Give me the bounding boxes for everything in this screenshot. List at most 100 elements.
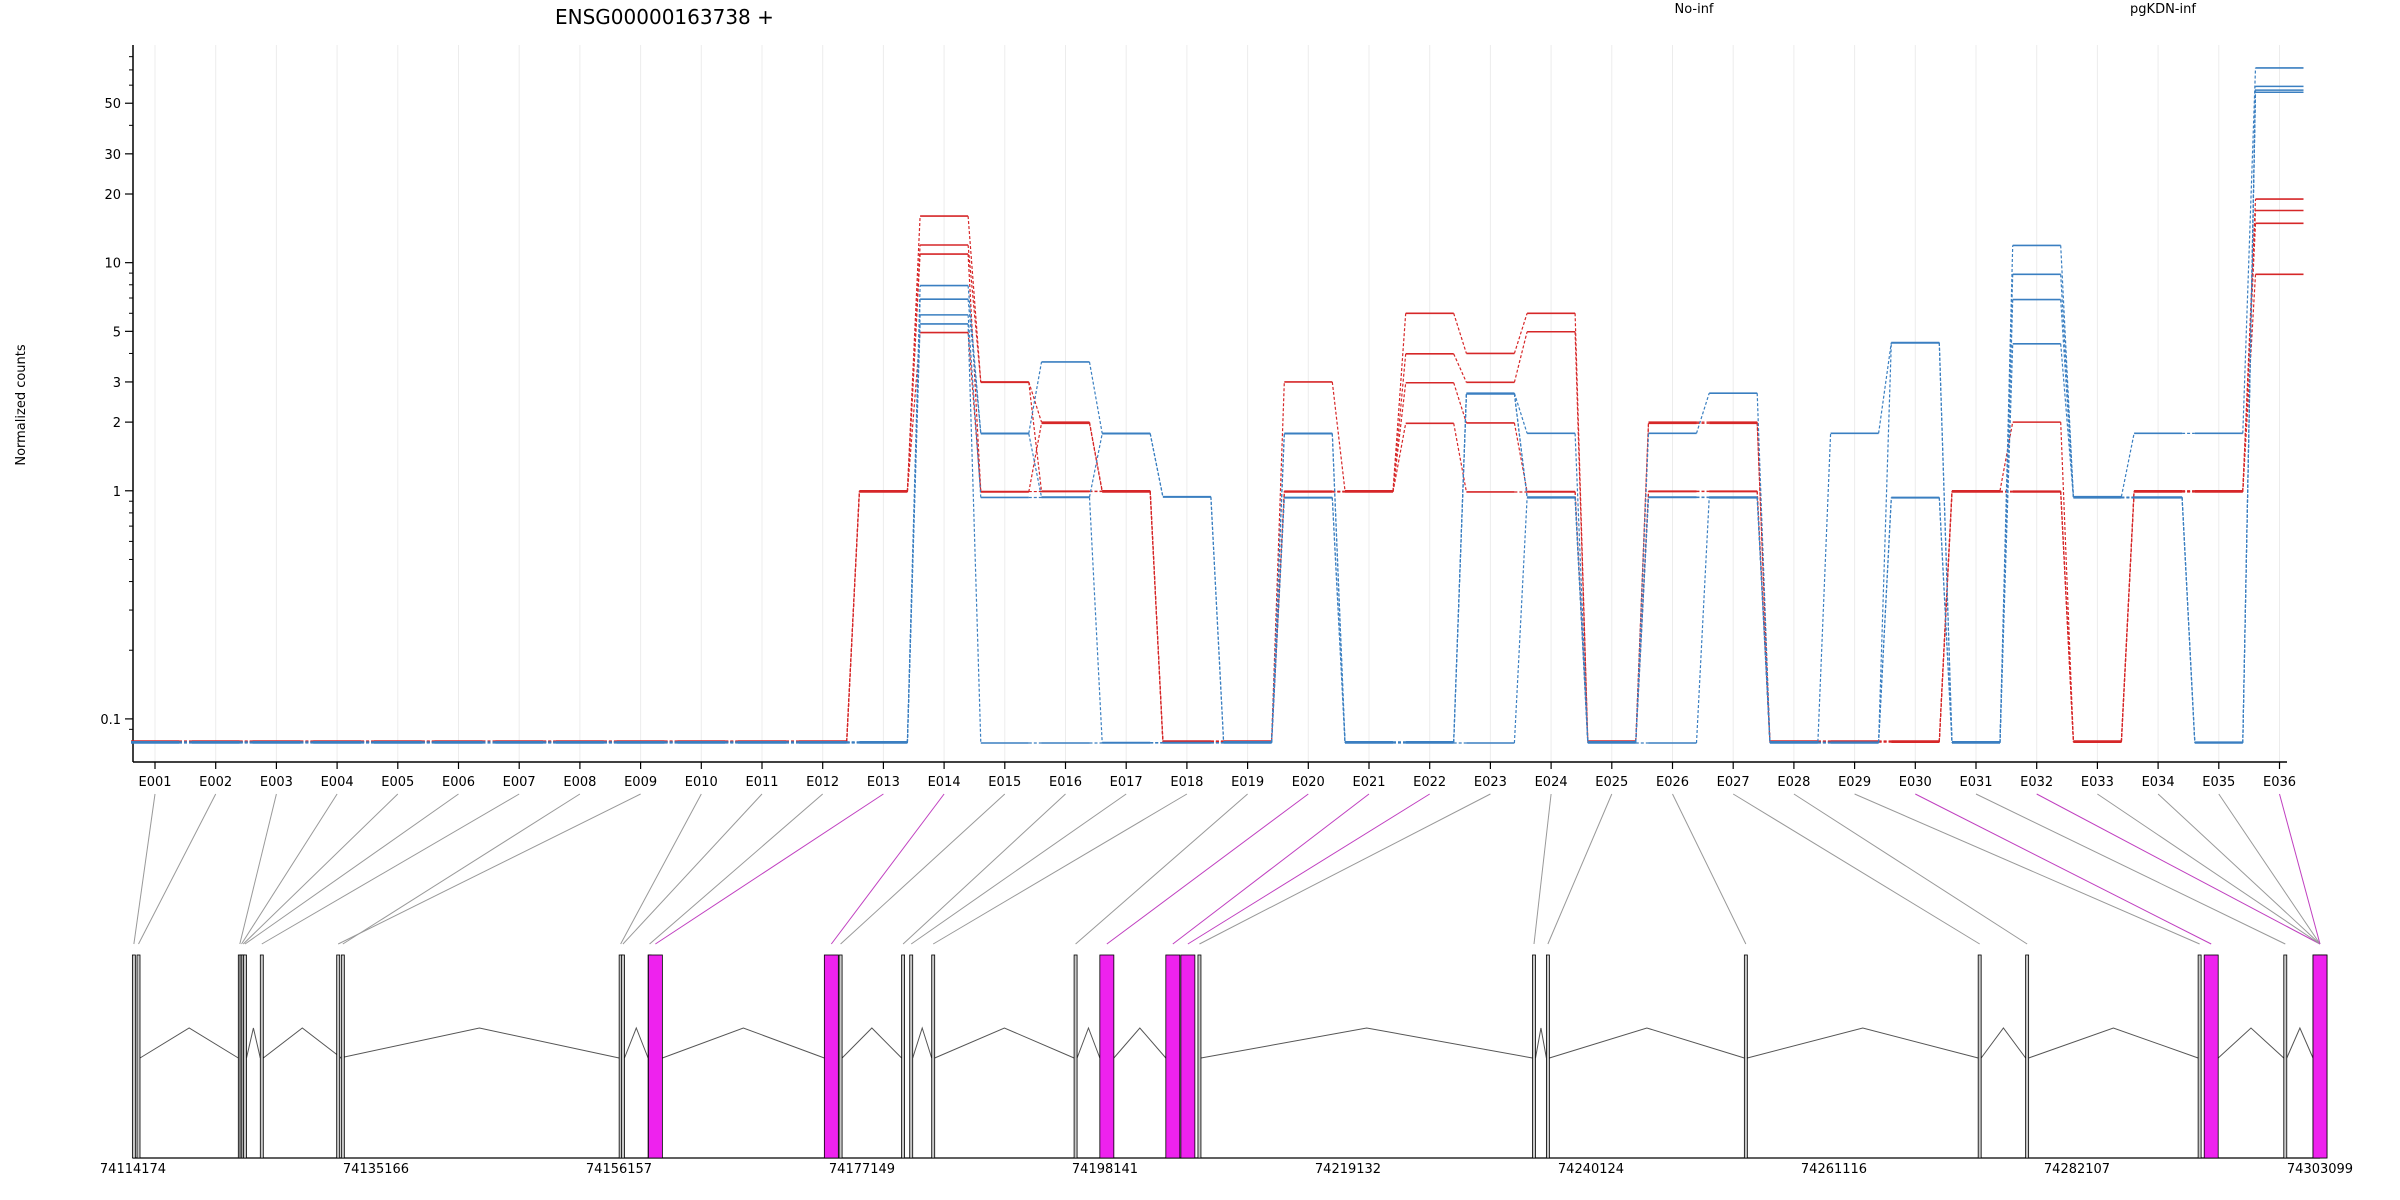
exon-label: E028: [1777, 775, 1810, 790]
data-connector: [1574, 433, 1589, 742]
coordinate-label: 74219132: [1315, 1162, 1381, 1177]
data-connector: [1331, 433, 1346, 743]
intron-line: [1113, 1027, 1167, 1059]
exon-label: E027: [1717, 775, 1750, 790]
data-connector: [2060, 422, 2074, 742]
exon-connector: [1075, 793, 1248, 945]
exon-label: E005: [381, 775, 414, 790]
exon-label: E009: [624, 775, 657, 790]
data-connector: [1453, 382, 1467, 424]
exon-label: E002: [199, 775, 232, 790]
exon-label: E019: [1231, 775, 1264, 790]
y-tick-label: 1: [113, 485, 121, 500]
exon-box: [1180, 954, 1196, 1159]
y-tick-label: 0.1: [100, 713, 121, 728]
exon-label: E021: [1352, 775, 1385, 790]
data-connector: [967, 253, 982, 492]
data-connector: [1878, 497, 1892, 744]
exon-connector: [1793, 793, 2028, 945]
exon-connector: [830, 793, 945, 945]
intron-line: [912, 1026, 933, 1059]
exon-connector: [649, 793, 824, 945]
exon-connector: [910, 793, 1127, 945]
intron-line: [1200, 1027, 1533, 1059]
data-connector: [1878, 342, 1892, 434]
exon-connectors: [133, 793, 2321, 945]
y-tick-label: 5: [113, 325, 121, 340]
data-connector: [1756, 422, 1771, 742]
data-connector: [1513, 393, 1528, 498]
data-connector: [1210, 497, 1225, 743]
exon-connector: [138, 793, 217, 945]
series-pgkdn-inf: [131, 67, 2304, 744]
gene-model: 74114174 74135166 74156157 74177149 74198141…: [100, 954, 2353, 1177]
data-connector: [906, 332, 921, 493]
data-connector: [1028, 423, 1043, 493]
exon-label: E014: [928, 775, 961, 790]
chart-title: ENSG00000163738 +: [555, 5, 774, 29]
data-connector: [1513, 497, 1528, 744]
coordinate-label: 74240124: [1558, 1162, 1624, 1177]
exon-connector: [655, 793, 884, 945]
exon-connector: [622, 793, 763, 945]
intron-line: [624, 1026, 649, 1059]
exon-connector: [1975, 793, 2286, 945]
y-tick-label: 30: [104, 148, 121, 163]
data-connector: [1088, 361, 1103, 434]
data-connector: [1088, 422, 1103, 491]
exon-label: E032: [2020, 775, 2053, 790]
exon-connector: [932, 793, 1188, 945]
exon-label: E003: [260, 775, 293, 790]
intron-line: [841, 1027, 902, 1059]
data-connector: [1938, 342, 1953, 742]
data-connector: [1999, 274, 2014, 743]
exon-connector: [2279, 793, 2321, 945]
data-connector: [1271, 497, 1285, 744]
exon-box: [2025, 954, 2030, 1159]
exon-connector: [1915, 793, 2212, 945]
data-connector: [1817, 433, 1832, 742]
data-connector: [1392, 423, 1407, 493]
data-connector: [1028, 381, 1043, 423]
exon-connector: [2218, 793, 2321, 945]
data-connector: [1453, 423, 1467, 493]
exon-label: E030: [1899, 775, 1932, 790]
data-connector: [2060, 343, 2074, 498]
exon-box: [136, 954, 141, 1159]
exon-box: [823, 954, 839, 1159]
intron-line: [246, 1027, 261, 1059]
data-connector: [1088, 497, 1103, 743]
data-connector: [1938, 342, 1953, 743]
exon-label: E025: [1595, 775, 1628, 790]
vertical-grid: [154, 45, 2280, 762]
data-connector: [1635, 497, 1650, 743]
data-connector: [1878, 342, 1892, 743]
data-connector: [1028, 433, 1043, 498]
data-connector: [1392, 382, 1407, 492]
data-connector: [1088, 433, 1103, 498]
exon-label: E016: [1049, 775, 1082, 790]
coordinate-label: 74114174: [100, 1162, 166, 1177]
data-connector: [1574, 331, 1589, 742]
exon-box: [931, 954, 936, 1159]
data-connector: [1695, 497, 1710, 744]
data-connector: [2242, 92, 2257, 744]
exon-label: E020: [1292, 775, 1325, 790]
exon-label: E024: [1535, 775, 1568, 790]
exon-box: [1977, 954, 1982, 1159]
intron-line: [1535, 1027, 1547, 1059]
exon-box: [2203, 954, 2219, 1159]
exon-connector: [133, 793, 156, 945]
data-connector: [1938, 497, 1953, 744]
exon-box: [647, 954, 663, 1159]
exon-box: [1099, 954, 1115, 1159]
data-connector: [1513, 422, 1528, 492]
exon-connector: [1187, 793, 1430, 945]
data-connector: [967, 244, 982, 383]
exon-box: [1532, 954, 1536, 1159]
coordinate-label: 74303099: [2287, 1162, 2353, 1177]
data-connector: [967, 332, 982, 493]
exon-connector: [1106, 793, 1309, 945]
exon-box: [901, 954, 906, 1159]
